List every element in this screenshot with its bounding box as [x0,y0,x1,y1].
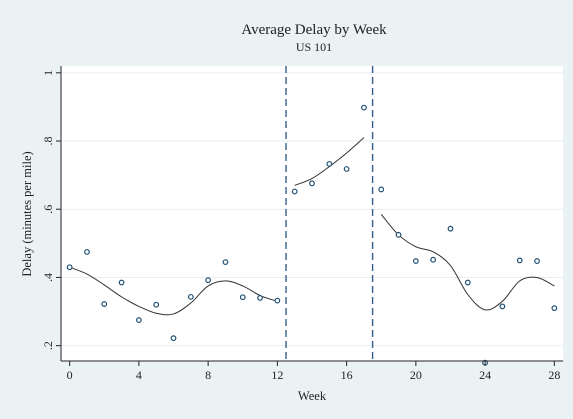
data-point [395,231,402,238]
chart-title: Average Delay by Week [241,22,387,38]
data-point [343,166,350,172]
gridlines [61,72,563,347]
data-point [239,294,246,301]
data-point [205,277,212,284]
data-point [118,279,125,286]
y-tick-label: .6 [41,205,55,214]
y-tick-label: .8 [41,137,55,146]
plot-area [61,66,563,361]
data-point [499,303,506,310]
data-point [222,259,229,265]
data-point [326,160,333,167]
x-tick-label: 12 [271,368,283,382]
x-tick-label: 8 [205,368,211,382]
data-point [447,225,454,232]
x-tick-label: 28 [548,368,560,382]
data-point [135,317,142,323]
data-point [257,295,263,301]
data-point [378,186,385,193]
x-tick-label: 4 [136,368,142,382]
data-point [551,305,558,312]
data-point [66,264,73,271]
data-point [464,279,471,286]
data-point [84,248,90,255]
data-point [170,335,177,342]
data-point [412,258,419,264]
fit-line-segment [380,214,555,311]
data-point [430,256,437,263]
data-point [153,301,160,308]
x-tick-label: 16 [341,368,353,382]
data-point [274,297,281,304]
data-point [101,301,108,307]
x-tick-label: 20 [410,368,422,382]
data-point [187,293,194,300]
y-tick-label: 1 [41,70,55,76]
axes: .2 .4 .6 .8 1 0 4 8 12 16 20 24 28 [41,66,563,382]
data-point [361,104,367,111]
data-point [291,188,298,195]
chart-subtitle: US 101 [296,40,332,54]
data-points [66,104,558,366]
x-tick-label: 0 [67,368,73,382]
x-axis-title: Week [298,389,327,403]
y-axis-title: Delay (minutes per mile) [20,151,34,276]
y-tick-label: .4 [41,273,55,282]
x-tick-label: 24 [479,368,491,382]
reference-lines [285,66,374,361]
data-point [309,180,315,187]
fit-line-segment [69,266,278,316]
data-point [534,258,540,264]
y-tick-label: .2 [41,341,55,350]
data-point [516,257,523,264]
